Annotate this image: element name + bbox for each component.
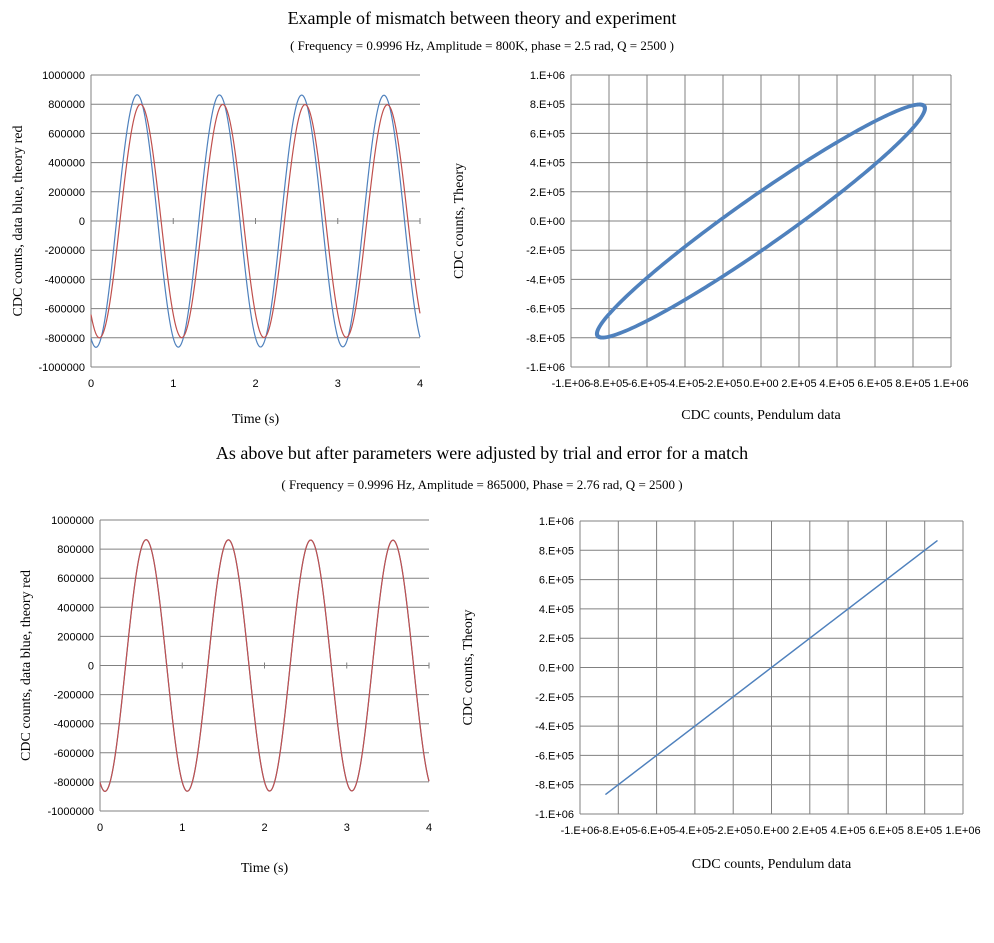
- x-tick-label: 6.E+05: [869, 825, 904, 837]
- y-tick-label: -400000: [45, 274, 85, 286]
- x-tick-label: 1.E+06: [933, 378, 968, 390]
- y-tick-label: 4.E+05: [530, 158, 565, 170]
- y-tick-label: -6.E+05: [535, 750, 574, 762]
- x-axis-label: CDC counts, Pendulum data: [681, 408, 841, 423]
- x-tick-label: 0.E+00: [743, 378, 778, 390]
- y-tick-label: 600000: [57, 573, 94, 585]
- x-tick-label: 6.E+05: [857, 378, 892, 390]
- y-tick-label: -400000: [54, 719, 94, 731]
- x-tick-label: 0.E+00: [754, 825, 789, 837]
- y-tick-label: -2.E+05: [535, 692, 574, 704]
- y-axis-label: CDC counts, data blue, theory red: [19, 570, 34, 761]
- x-axis-label: Time (s): [241, 861, 289, 876]
- x-tick-label: 4.E+05: [831, 825, 866, 837]
- top-left-chart: 1000000 800000 600000 400000 200000 0 -200000 -…: [11, 70, 423, 427]
- y-tick-label: 600000: [48, 128, 85, 140]
- x-tick-label: -4.E+05: [675, 825, 714, 837]
- x-tick-label: 4.E+05: [819, 378, 854, 390]
- y-tick-label: 0.E+00: [530, 216, 565, 228]
- y-tick-label: 800000: [57, 544, 94, 556]
- x-tick-label: -8.E+05: [599, 825, 638, 837]
- y-tick-label: -600000: [54, 748, 94, 760]
- y-tick-label: 2.E+05: [530, 187, 565, 199]
- y-tick-label: -1.E+06: [535, 809, 574, 821]
- y-tick-label: 2.E+05: [539, 633, 574, 645]
- bottom-right-chart: 1.E+068.E+056.E+054.E+052.E+050.E+00-2.E…: [461, 516, 981, 872]
- y-tick-label: 1000000: [42, 70, 85, 82]
- x-tick-label: 2: [261, 822, 267, 834]
- bottom-figure-subtitle: ( Frequency = 0.9996 Hz, Amplitude = 865…: [281, 477, 683, 492]
- y-tick-label: -800000: [45, 333, 85, 345]
- y-tick-label: 6.E+05: [530, 128, 565, 140]
- y-tick-label: -200000: [45, 245, 85, 257]
- x-tick-label: -8.E+05: [590, 378, 629, 390]
- x-tick-label: -6.E+05: [628, 378, 667, 390]
- y-tick-label: 8.E+05: [530, 99, 565, 111]
- y-tick-label: 0: [79, 216, 85, 228]
- y-tick-label: -4.E+05: [526, 274, 565, 286]
- y-tick-label: 1000000: [51, 515, 94, 527]
- x-tick-label: 0: [88, 378, 94, 390]
- x-tick-label: -6.E+05: [637, 825, 676, 837]
- x-axis-label: Time (s): [232, 412, 280, 427]
- y-tick-label: -1000000: [48, 806, 95, 818]
- top-figure-subtitle: ( Frequency = 0.9996 Hz, Amplitude = 800…: [290, 38, 674, 53]
- x-axis-label: CDC counts, Pendulum data: [692, 857, 852, 872]
- y-tick-label: 400000: [57, 602, 94, 614]
- y-tick-label: 4.E+05: [539, 604, 574, 616]
- x-tick-label: 8.E+05: [907, 825, 942, 837]
- top-right-chart: 1.E+068.E+056.E+054.E+052.E+050.E+00-2.E…: [452, 70, 969, 423]
- y-tick-label: 0: [88, 661, 94, 673]
- x-tick-label: 3: [344, 822, 350, 834]
- series-line-data: [90, 94, 421, 348]
- bottom-left-chart: 1000000 800000 600000 400000 200000 0 -200000 -…: [19, 515, 432, 876]
- bottom-figure-title: As above but after parameters were adjus…: [215, 443, 749, 463]
- y-tick-label: 0.E+00: [539, 663, 574, 675]
- x-tick-label: 0: [97, 822, 103, 834]
- x-tick-label: 2: [252, 378, 258, 390]
- x-tick-label: -1.E+06: [552, 378, 591, 390]
- x-tick-label: 1: [179, 822, 185, 834]
- x-tick-label: -1.E+06: [561, 825, 600, 837]
- y-tick-label: 200000: [57, 631, 94, 643]
- top-figure-title: Example of mismatch between theory and e…: [287, 8, 677, 28]
- y-tick-label: -8.E+05: [535, 780, 574, 792]
- x-tick-label: -2.E+05: [704, 378, 743, 390]
- y-tick-label: -1000000: [39, 362, 86, 374]
- x-tick-label: -2.E+05: [714, 825, 753, 837]
- y-tick-label: -8.E+05: [526, 333, 565, 345]
- series-line-theory-vs-data: [594, 102, 927, 340]
- y-tick-label: 200000: [48, 187, 85, 199]
- y-tick-label: -1.E+06: [526, 362, 565, 374]
- y-tick-label: -600000: [45, 304, 85, 316]
- y-tick-label: 1.E+06: [530, 70, 565, 82]
- y-axis-label: CDC counts, Theory: [452, 163, 467, 279]
- y-tick-label: -6.E+05: [526, 304, 565, 316]
- y-tick-label: 6.E+05: [539, 575, 574, 587]
- y-tick-label: 800000: [48, 99, 85, 111]
- x-tick-label: 1.E+06: [945, 825, 980, 837]
- y-tick-label: -200000: [54, 690, 94, 702]
- x-tick-label: 1: [170, 378, 176, 390]
- y-tick-label: 8.E+05: [539, 545, 574, 557]
- x-tick-label: 8.E+05: [895, 378, 930, 390]
- y-tick-label: -800000: [54, 777, 94, 789]
- y-axis-label: CDC counts, Theory: [461, 609, 476, 725]
- y-tick-label: -4.E+05: [535, 721, 574, 733]
- x-tick-label: 4: [426, 822, 432, 834]
- y-axis-label: CDC counts, data blue, theory red: [11, 126, 26, 317]
- series-line-theory-vs-data: [605, 540, 938, 795]
- series-line-theory: [99, 539, 430, 792]
- x-tick-label: 4: [417, 378, 423, 390]
- y-tick-label: 400000: [48, 158, 85, 170]
- x-tick-label: 2.E+05: [781, 378, 816, 390]
- x-tick-label: -4.E+05: [666, 378, 705, 390]
- x-tick-label: 3: [335, 378, 341, 390]
- x-tick-label: 2.E+05: [792, 825, 827, 837]
- y-tick-label: 1.E+06: [539, 516, 574, 528]
- series-line-theory: [90, 103, 421, 339]
- y-tick-label: -2.E+05: [526, 245, 565, 257]
